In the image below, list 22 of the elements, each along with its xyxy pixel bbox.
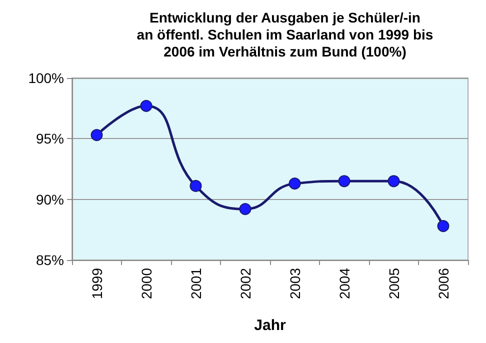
point bbox=[190, 180, 202, 192]
y-tick-label: 100% bbox=[28, 70, 64, 86]
chart-title: Entwicklung der Ausgaben je Schüler/-in an öffentl. Schulen im Saarland von 1999 bis 2006 im Verhältnis zum Bund (100%) bbox=[136, 10, 434, 60]
x-tick-label: 2006 bbox=[435, 268, 452, 300]
point bbox=[388, 175, 400, 188]
point bbox=[288, 178, 301, 190]
x-axis-title: Jahr bbox=[254, 317, 286, 334]
y-tick-label: 95% bbox=[36, 130, 64, 147]
x-tick-label: 2001 bbox=[188, 268, 204, 300]
x-tick-label: 2000 bbox=[138, 268, 154, 300]
x-tick-label: 2004 bbox=[336, 268, 352, 300]
y-tick-label: 90% bbox=[36, 191, 64, 208]
x-tick-label: 2005 bbox=[386, 268, 402, 300]
point bbox=[140, 100, 152, 112]
point bbox=[239, 203, 252, 216]
point bbox=[90, 129, 103, 142]
point bbox=[338, 175, 350, 188]
x-tick-label: 1999 bbox=[88, 268, 105, 300]
point bbox=[437, 220, 450, 232]
x-tick-label: 2002 bbox=[237, 268, 254, 300]
y-tick-label: 85% bbox=[36, 252, 64, 268]
x-tick-label: 2003 bbox=[286, 268, 303, 300]
